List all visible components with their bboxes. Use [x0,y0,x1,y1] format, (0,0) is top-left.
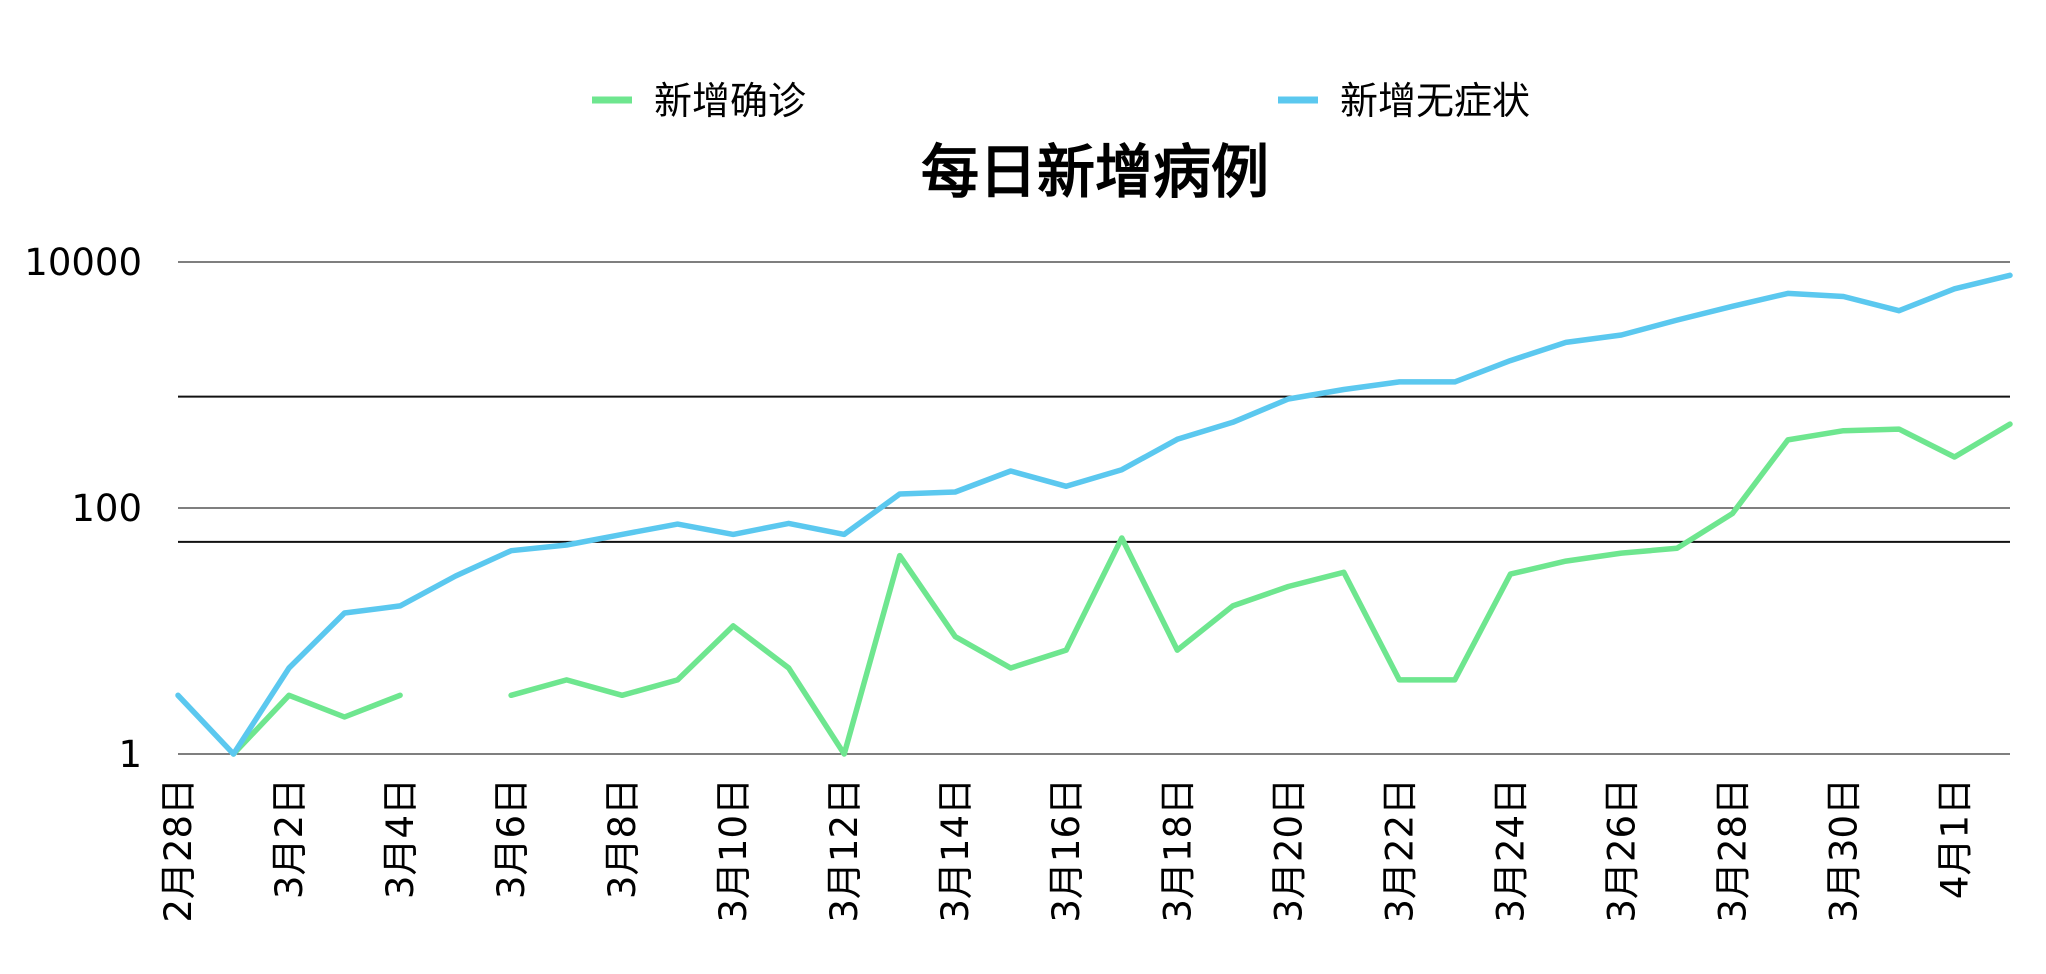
series-line-confirmed [508,421,2013,757]
x-tick-label: 3月22日 [1378,778,1421,923]
x-tick-label: 3月8日 [601,778,644,899]
x-tick-label: 3月24日 [1489,778,1532,923]
x-tick-label: 3月2日 [268,778,311,899]
x-tick-label: 3月30日 [1822,778,1865,923]
series-line-confirmed [230,692,403,757]
y-axis: 1 100 10000 [24,241,142,776]
y-tick-label: 10000 [24,241,142,284]
legend: 新增确诊 新增无症状 [592,79,1530,123]
x-tick-label: 3月16日 [1045,778,1088,923]
x-tick-label: 3月10日 [712,778,755,923]
x-tick-label: 3月18日 [1156,778,1199,923]
series-layer [175,272,2013,757]
series-line-asymptomatic [175,272,2013,757]
x-tick-label: 4月1日 [1933,778,1976,899]
x-tick-label: 3月6日 [490,778,533,899]
x-tick-label: 3月26日 [1600,778,1643,923]
x-tick-label: 3月12日 [823,778,866,923]
x-tick-label: 3月4日 [379,778,422,899]
gridlines [178,261,2010,755]
y-tick-label: 100 [71,487,142,530]
x-axis: 2月28日 3月2日 3月4日 3月6日 3月8日 3月10日 3月12日 3月14日 3月16… [157,778,1976,923]
y-tick-label: 1 [118,733,142,776]
legend-label: 新增确诊 [654,79,806,123]
x-tick-label: 3月28日 [1711,778,1754,923]
x-tick-label: 3月14日 [934,778,977,923]
chart-title: 每日新增病例 [921,138,1269,206]
legend-label: 新增无症状 [1340,79,1530,123]
x-tick-label: 3月20日 [1267,778,1310,923]
x-tick-label: 2月28日 [157,778,200,923]
